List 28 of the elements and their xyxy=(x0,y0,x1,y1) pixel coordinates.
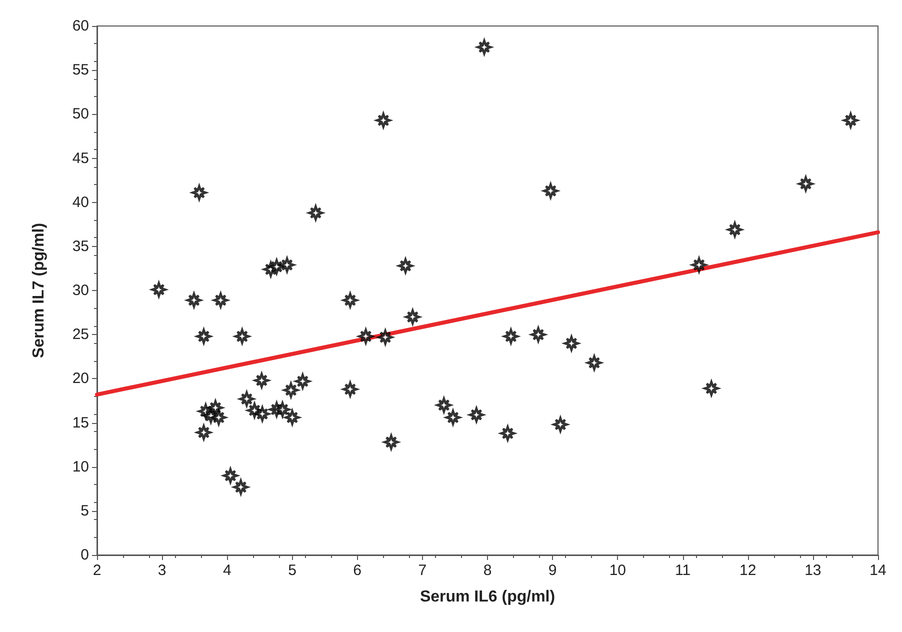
x-tick-label: 11 xyxy=(674,562,691,579)
x-tick-label: 13 xyxy=(804,562,822,579)
x-tick-label: 5 xyxy=(288,562,296,579)
x-tick-label: 3 xyxy=(158,562,166,579)
x-tick-label: 10 xyxy=(609,562,626,579)
y-tick-label: 40 xyxy=(72,194,89,211)
y-tick-label: 45 xyxy=(72,150,89,167)
y-tick-label: 5 xyxy=(80,502,89,520)
x-tick-label: 8 xyxy=(483,562,492,579)
y-tick-label: 20 xyxy=(72,370,89,388)
x-tick-label: 2 xyxy=(92,562,102,579)
x-tick-label: 7 xyxy=(418,562,427,579)
y-tick-label: 0 xyxy=(80,546,89,564)
y-tick-label: 30 xyxy=(72,282,89,299)
y-tick-label: 60 xyxy=(72,18,89,34)
y-tick-label: 15 xyxy=(72,414,89,432)
x-tick-label: 14 xyxy=(870,562,886,579)
y-tick-label: 55 xyxy=(72,62,89,79)
y-tick-label: 10 xyxy=(72,458,89,476)
y-tick-label: 35 xyxy=(72,238,89,255)
x-tick-label: 9 xyxy=(548,562,557,579)
x-axis-title: Serum IL6 (pg/ml) xyxy=(420,588,556,606)
x-tick-label: 12 xyxy=(739,562,756,579)
y-axis-title: Serum IL7 (pg/ml) xyxy=(30,222,48,358)
x-tick-label: 6 xyxy=(353,562,362,579)
y-tick-label: 25 xyxy=(72,326,89,344)
x-tick-label: 4 xyxy=(222,562,232,579)
y-tick-label: 50 xyxy=(72,106,89,123)
